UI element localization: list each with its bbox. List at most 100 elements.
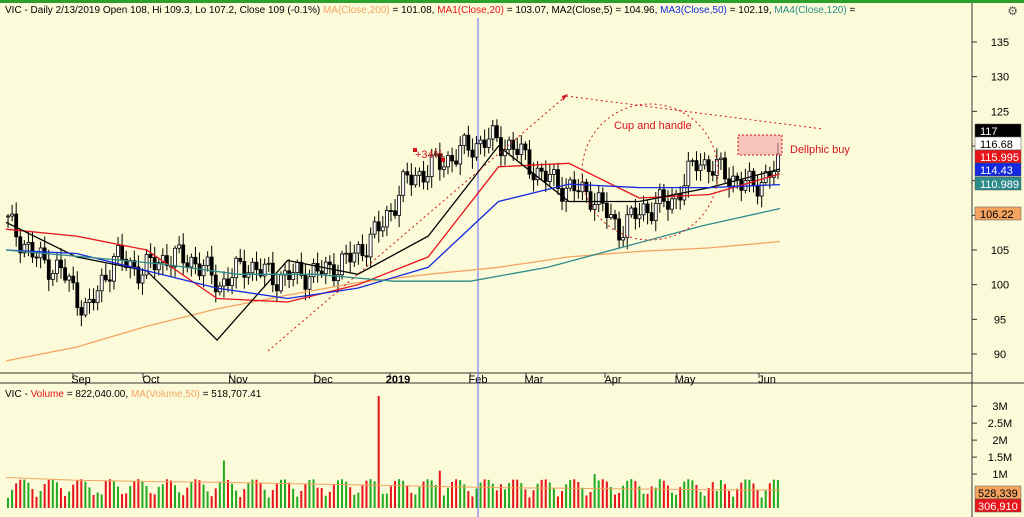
volume-bar [671, 492, 674, 508]
candle-body [132, 260, 137, 268]
candle-body [572, 179, 577, 192]
ma200-value: = 101.08, [389, 5, 438, 16]
volume-bar [267, 497, 270, 508]
candle-body [600, 192, 605, 204]
candle-body [144, 253, 149, 276]
candle-body [433, 153, 438, 156]
candle-body [262, 263, 267, 277]
volume-bar [259, 483, 262, 508]
candle-body [87, 298, 92, 303]
candle-body [83, 302, 88, 316]
candle-body [645, 203, 650, 214]
volume-bar [271, 490, 274, 508]
candle-body [46, 259, 51, 280]
ma5-label: MA2(Close,5) [551, 5, 613, 16]
candle-body [299, 261, 304, 276]
candle-body [242, 260, 247, 278]
candle-body [34, 256, 39, 259]
candle-body [588, 191, 593, 210]
volume-bar [275, 483, 278, 508]
candle-body [79, 307, 84, 316]
candle-body [458, 145, 463, 165]
candle-body [393, 210, 397, 216]
candle-body [18, 236, 23, 254]
volume-bar [666, 485, 669, 508]
ma5-value: = 104.96, [612, 5, 661, 16]
candle-body [751, 170, 756, 186]
volume-bar [308, 480, 311, 508]
gain-marker-right [441, 158, 445, 162]
candle-body [340, 253, 344, 276]
volume-bar [255, 479, 258, 508]
volume-bar [141, 480, 144, 508]
volume-bar [169, 480, 172, 508]
volume-bar [394, 481, 396, 508]
volume-bar [475, 488, 478, 508]
volume-bar [654, 487, 657, 508]
gear-icon[interactable]: ⚙ [1007, 4, 1018, 18]
candle-body [747, 170, 752, 181]
candle-body [303, 274, 308, 290]
volume-bar [43, 484, 46, 508]
volume-bar [96, 492, 99, 508]
volume-bar [116, 486, 119, 508]
candle-body [26, 242, 31, 245]
candle-body [63, 267, 67, 281]
volume-bar [398, 479, 401, 508]
x-tick-label: Nov [228, 374, 248, 386]
candle-body [213, 274, 218, 293]
volume-bar [145, 485, 148, 508]
volume-bar [389, 486, 392, 508]
candle-body [629, 207, 634, 216]
candle-body [547, 173, 552, 182]
volume-bar [760, 497, 763, 508]
ma20-value: = 103.07, [503, 5, 552, 16]
price-badge-label: 116.68 [980, 139, 1013, 151]
candle-body [376, 221, 381, 232]
x-tick-label: Dec [313, 374, 333, 386]
volume-bar [361, 485, 364, 508]
candle-body [140, 274, 145, 284]
volume-bar [658, 479, 661, 508]
volume-bar [438, 470, 441, 508]
candle-body [238, 257, 243, 262]
volume-y-ticks: 1M 1.5M 2M 2.5M 3M [972, 401, 1012, 481]
volume-bar [292, 488, 295, 508]
candle-body [112, 256, 116, 282]
x-tick-label: Apr [604, 374, 621, 386]
candle-body [91, 298, 96, 304]
ma20-line [5, 162, 781, 303]
candle-body [556, 169, 560, 189]
candle-body [759, 182, 764, 197]
price-pane: 9095100105110115120125130135 SepOctNovDe… [0, 3, 1024, 517]
candle-body [401, 171, 406, 196]
candle-body [625, 214, 630, 239]
volume-bar [247, 482, 250, 508]
volume-bar [332, 484, 335, 508]
volume-bar [218, 482, 221, 508]
volume-bar [410, 492, 413, 508]
price-badge-label: 114.43 [980, 165, 1013, 177]
candle-body [486, 138, 491, 148]
candle-body [604, 202, 609, 218]
volume-bar [597, 480, 600, 508]
candle-body [226, 278, 230, 286]
volume-bar [442, 495, 445, 508]
volume-bar [284, 479, 287, 508]
volume-bar [552, 488, 555, 508]
candle-body [405, 171, 410, 176]
candle-body [507, 139, 512, 151]
candle-body [446, 155, 450, 168]
volume-bar [345, 481, 348, 508]
ma20-label: MA1(Close,20) [437, 5, 504, 16]
volume-bar [638, 486, 641, 508]
volume-bar [776, 480, 779, 508]
volume-bar [406, 485, 409, 508]
volume-bar [381, 493, 384, 508]
volume-bar [723, 484, 726, 508]
volume-bar [736, 488, 739, 508]
candle-body [425, 176, 430, 183]
volume-bar [39, 491, 42, 508]
